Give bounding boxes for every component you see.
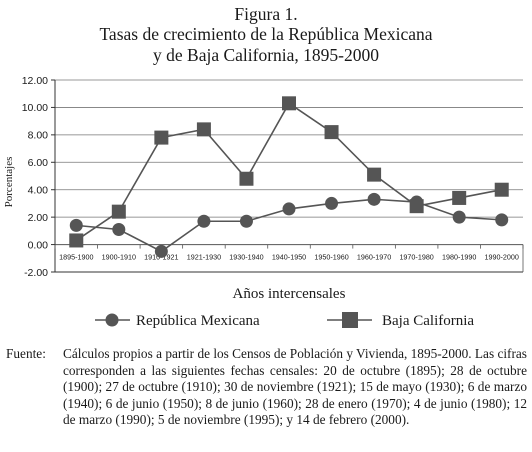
x-tick-label: 1921-1930 bbox=[187, 253, 221, 262]
x-tick-label: 1990-2000 bbox=[485, 253, 519, 262]
x-tick-label: 1900-1910 bbox=[102, 253, 136, 262]
data-point-square bbox=[367, 167, 382, 182]
data-point-square bbox=[69, 233, 84, 248]
x-tick-label: 1960-1970 bbox=[357, 253, 391, 262]
x-tick-label: 1950-1960 bbox=[314, 253, 348, 262]
data-point-square bbox=[282, 96, 296, 111]
y-tick-label: 10.00 bbox=[22, 102, 48, 114]
data-point-square bbox=[494, 182, 509, 197]
data-point-square bbox=[239, 171, 254, 186]
data-point-square bbox=[111, 204, 126, 219]
data-point-circle bbox=[239, 214, 253, 228]
grid-lines bbox=[55, 79, 523, 246]
y-axis-label: Porcentajes bbox=[3, 157, 15, 208]
source-label: Fuente: bbox=[6, 346, 46, 361]
x-tick-label: 1970-1980 bbox=[399, 253, 433, 262]
data-point-circle bbox=[197, 214, 211, 228]
data-point-circle bbox=[282, 202, 296, 216]
y-tick-label: 6.00 bbox=[28, 157, 49, 169]
data-point-square bbox=[324, 125, 339, 140]
x-tick-label: 1980-1990 bbox=[442, 253, 476, 262]
series-group bbox=[69, 96, 509, 258]
y-tick-label: 0.00 bbox=[28, 239, 49, 251]
legend-marker-square bbox=[342, 312, 358, 328]
x-axis-label: Años intercensales bbox=[233, 286, 346, 302]
x-tick-label: 1940-1950 bbox=[272, 253, 306, 262]
data-point-square bbox=[409, 199, 424, 214]
x-tick-label: 1895-1900 bbox=[59, 253, 93, 262]
data-point-circle bbox=[495, 213, 509, 227]
legend-label-2: Baja California bbox=[382, 313, 474, 329]
legend-label-1: República Mexicana bbox=[136, 313, 260, 329]
data-point-square bbox=[452, 190, 467, 205]
x-axis-ticks: 1895-19001900-19101910-19211921-19301930… bbox=[54, 244, 524, 262]
legend-marker-circle bbox=[105, 313, 119, 327]
data-point-circle bbox=[69, 218, 83, 232]
series-line-2 bbox=[75, 102, 502, 242]
y-tick-label: 4.00 bbox=[28, 185, 49, 197]
source-text: Cálculos propios a partir de los Censos … bbox=[63, 346, 527, 428]
legend: República Mexicana Baja California bbox=[95, 312, 474, 329]
axes bbox=[54, 80, 524, 273]
data-point-square bbox=[154, 130, 169, 145]
data-point-circle bbox=[112, 222, 126, 236]
y-tick-label: 8.00 bbox=[28, 130, 49, 142]
data-point-circle bbox=[367, 192, 381, 206]
y-tick-label: 12.00 bbox=[22, 75, 48, 87]
data-point-circle bbox=[325, 196, 339, 210]
y-tick-label: -2.00 bbox=[24, 267, 48, 279]
figure-label: Figura 1. bbox=[234, 4, 298, 24]
data-point-square bbox=[196, 122, 211, 137]
chart-title-line1: Tasas de crecimiento de la República Mex… bbox=[99, 24, 433, 44]
data-point-circle bbox=[452, 210, 466, 224]
line-chart: -2.00 0.00 2.00 4.00 6.00 8.00 10.00 12.00 1895… bbox=[3, 75, 524, 329]
y-tick-label: 2.00 bbox=[28, 212, 49, 224]
y-axis-ticks: -2.00 0.00 2.00 4.00 6.00 8.00 10.00 12.00 bbox=[22, 75, 55, 279]
x-tick-label: 1930-1940 bbox=[229, 253, 263, 262]
chart-title-line2: y de Baja California, 1895-2000 bbox=[153, 45, 379, 65]
data-point-circle bbox=[154, 244, 168, 258]
